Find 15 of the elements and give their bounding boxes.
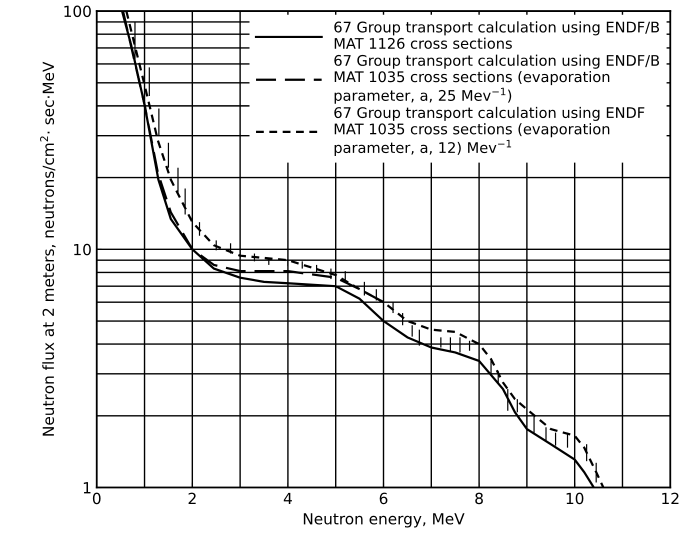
x-tick-label: 8	[475, 492, 483, 504]
x-tick-label: 12	[662, 492, 678, 504]
legend-label: 67 Group transport calculation using ENDF/B MAT 1126 cross sections	[334, 21, 660, 49]
legend-label: 67 Group transport calculation using ENDF/B MAT 1035 cross sections (evaporation parameter, a, 25 Mev$^{−1}$)	[334, 54, 660, 104]
x-axis-title: Neutron energy, MeV	[304, 513, 465, 528]
x-tick-label: 0	[92, 492, 101, 504]
y-axis-title: Neutron flux at 2 meters, neutrons/cm$^{2}$· sec·MeV	[40, 62, 56, 436]
y-tick-label: 1	[84, 482, 90, 494]
x-tick-label: 6	[380, 492, 388, 504]
legend-label: 67 Group transport calculation using ENDF MAT 1035 cross sections (evaporation parameter, a, 12) Mev$^{−1}$	[334, 106, 644, 156]
x-tick-label: 10	[566, 492, 584, 504]
x-tick-label: 4	[284, 492, 292, 504]
y-tick-label: 100	[64, 6, 91, 18]
y-tick-label: 10	[74, 244, 91, 256]
x-tick-label: 2	[188, 492, 196, 504]
